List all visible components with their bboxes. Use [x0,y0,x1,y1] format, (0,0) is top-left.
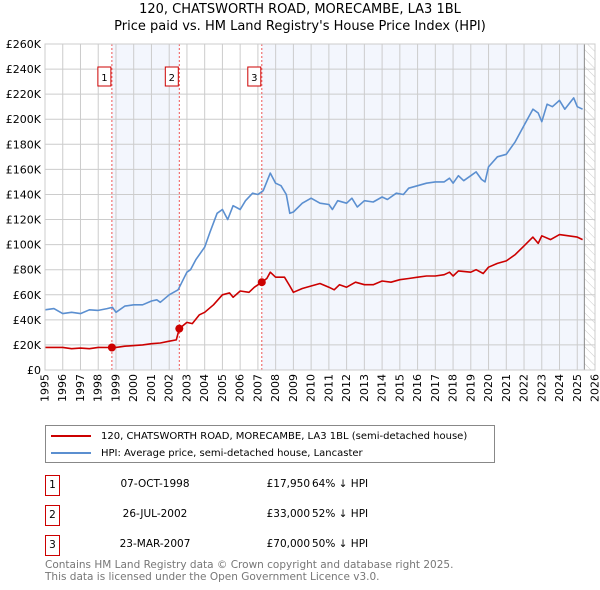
x-tick-label: 1995 [39,374,52,402]
x-tick-label: 2018 [447,374,460,402]
x-tick-label: 2000 [127,374,140,402]
legend-item-property: 120, CHATSWORTH ROAD, MORECAMBE, LA3 1BL… [51,428,467,444]
x-tick-label: 1998 [92,374,105,402]
y-tick-label: £60K [13,289,42,302]
y-tick-label: £120K [6,214,42,227]
sale-marker-badge: 1 [45,475,60,496]
y-tick-label: £200K [6,113,42,126]
y-tick-label: £260K [6,38,42,51]
sale-price: £17,950 [266,478,310,490]
sale-label: 1 [101,73,107,84]
y-tick-label: £240K [6,63,42,76]
chart-title: 120, CHATSWORTH ROAD, MORECAMBE, LA3 1BL [139,2,461,17]
x-tick-label: 2021 [500,374,513,402]
sale-point [107,343,116,352]
sale-label-box [164,66,179,87]
x-tick-label: 2005 [216,374,229,402]
x-tick-label: 2013 [358,374,371,402]
x-tick-label: 2016 [411,374,424,402]
sale-marker-badge: 2 [45,505,60,526]
x-tick-label: 2011 [322,374,335,402]
x-tick-label: 1997 [74,374,87,402]
x-tick-label: 2024 [553,374,566,402]
footer-copyright: Contains HM Land Registry data © Crown c… [45,559,454,571]
x-tick-label: 2008 [269,374,282,402]
sale-date: 23-MAR-2007 [119,538,191,550]
x-tick-label: 2022 [518,374,531,402]
sale-hpi-diff: 64% ↓ HPI [312,478,369,490]
x-tick-label: 2015 [393,374,406,402]
x-tick-label: 2010 [305,374,318,402]
sale-hpi-diff: 52% ↓ HPI [312,508,369,520]
shaded-period [261,44,585,370]
x-tick-label: 2023 [535,374,548,402]
sale-label: 2 [169,73,175,84]
sale-row: 1 07-OCT-1998 £17,950 64% ↓ HPI [45,475,495,496]
x-tick-label: 1999 [109,374,122,402]
y-tick-label: £180K [6,138,42,151]
y-tick-label: £160K [6,163,42,176]
y-tick-label: £220K [6,88,42,101]
future-hatch [584,44,595,370]
sale-price: £70,000 [266,538,310,550]
plot-border [44,43,596,371]
sale-price: £33,000 [266,508,310,520]
sale-label: 3 [251,73,257,84]
y-tick-label: £100K [6,239,42,252]
y-tick-label: £80K [13,264,42,277]
sale-point [175,324,184,333]
x-tick-label: 1996 [56,374,69,402]
legend-swatch-blue [51,452,91,454]
sale-marker-badge: 3 [45,535,60,556]
x-tick-label: 2007 [251,374,264,402]
y-tick-label: £40K [13,314,42,327]
sale-row: 2 26-JUL-2002 £33,000 52% ↓ HPI [45,505,495,526]
legend-swatch-red [51,435,91,437]
shaded-period [111,44,180,370]
sale-label-box [247,66,262,87]
sale-label-box [97,66,112,87]
x-tick-label: 2004 [198,374,211,402]
footer-licence: This data is licensed under the Open Gov… [45,571,380,583]
legend-label: 120, CHATSWORTH ROAD, MORECAMBE, LA3 1BL… [101,430,468,442]
legend-item-hpi: HPI: Average price, semi-detached house,… [51,445,363,461]
x-tick-label: 2019 [464,374,477,402]
x-tick-label: 2001 [145,374,158,402]
series-line [44,97,583,315]
chart-subtitle: Price paid vs. HM Land Registry's House … [114,19,486,34]
y-tick-label: £0 [27,364,41,377]
plot-area: 1995 1996 1997 1998 1999 2000 2001 2002 2003 2004… [6,38,600,402]
x-tick-label: 2002 [163,374,176,402]
sale-hpi-diff: 50% ↓ HPI [312,538,369,550]
x-tick-label: 2017 [429,374,442,402]
x-tick-label: 2003 [180,374,193,402]
x-tick-label: 2006 [234,374,247,402]
series-line [45,233,583,350]
x-tick-label: 2009 [287,374,300,402]
legend-label: HPI: Average price, semi-detached house,… [101,447,363,459]
sale-date: 07-OCT-1998 [120,478,190,490]
x-tick-label: 2014 [376,374,389,402]
x-tick-label: 2020 [482,374,495,402]
sale-date: 26-JUL-2002 [122,508,188,520]
sale-row: 3 23-MAR-2007 £70,000 50% ↓ HPI [45,535,495,556]
y-tick-label: £20K [13,339,42,352]
x-tick-label: 2026 [589,374,600,402]
x-tick-label: 2025 [571,374,584,402]
sale-point [257,278,266,287]
legend: 120, CHATSWORTH ROAD, MORECAMBE, LA3 1BL… [45,425,495,463]
y-tick-label: £140K [6,188,42,201]
x-tick-label: 2012 [340,374,353,402]
